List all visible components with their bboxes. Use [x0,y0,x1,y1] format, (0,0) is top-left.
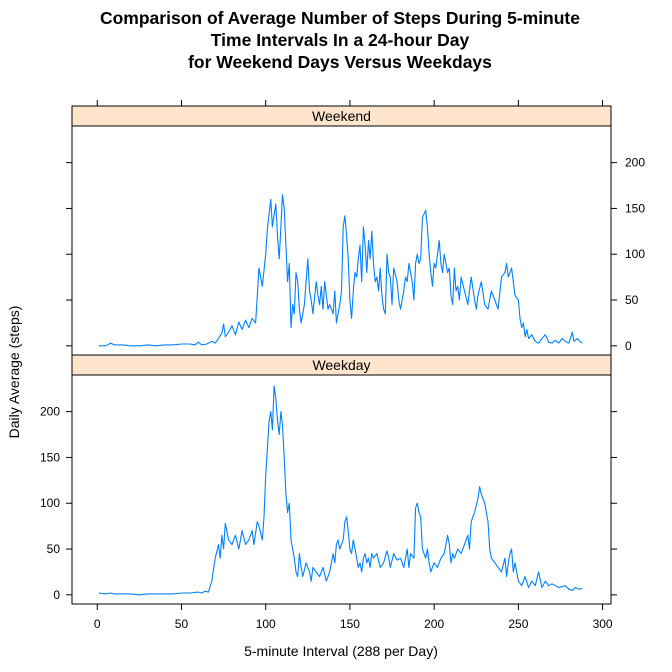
series-line-weekend [99,194,583,347]
y-tick-label-weekday-150: 150 [40,450,60,464]
y-tick-label-weekend-200: 200 [625,156,645,170]
panels-area: Weekend 0 50 100 150 200 Weekday 0 50 100 150 200 0 5… [40,100,645,631]
chart-title-line-3: for Weekend Days Versus Weekdays [188,52,492,72]
y-tick-label-weekend-100: 100 [625,247,645,261]
plot-frame-weekday [71,374,612,605]
y-tick-label-weekday-0: 0 [53,588,60,602]
y-axis-label: Daily Average (steps) [6,306,22,439]
x-tick-label-200: 200 [424,617,444,631]
y-tick-label-weekday-50: 50 [47,542,61,556]
y-tick-label-weekday-200: 200 [40,405,60,419]
y-tick-label-weekend-50: 50 [625,293,639,307]
strip-label-weekday: Weekday [312,357,370,373]
x-tick-label-250: 250 [508,617,528,631]
plot-frame-weekend [71,125,612,356]
x-axis-label: 5-minute Interval (288 per Day) [244,643,438,659]
x-tick-label-100: 100 [256,617,276,631]
y-tick-label-weekend-0: 0 [625,339,632,353]
x-tick-label-50: 50 [175,617,189,631]
panel-weekday: Weekday 0 50 100 150 200 [40,354,617,605]
x-tick-label-300: 300 [593,617,613,631]
x-tick-label-0: 0 [94,617,101,631]
y-tick-label-weekend-150: 150 [625,201,645,215]
chart-title-line-2: Time Intervals In a 24-hour Day [211,30,470,50]
chart-title-line-1: Comparison of Average Number of Steps Du… [100,8,580,28]
panel-weekend: Weekend 0 50 100 150 200 [66,105,645,356]
series-line-weekday [98,385,583,596]
x-tick-label-150: 150 [340,617,360,631]
y-tick-label-weekday-100: 100 [40,496,60,510]
strip-label-weekend: Weekend [312,108,371,124]
chart-title: Comparison of Average Number of Steps Du… [100,8,580,72]
